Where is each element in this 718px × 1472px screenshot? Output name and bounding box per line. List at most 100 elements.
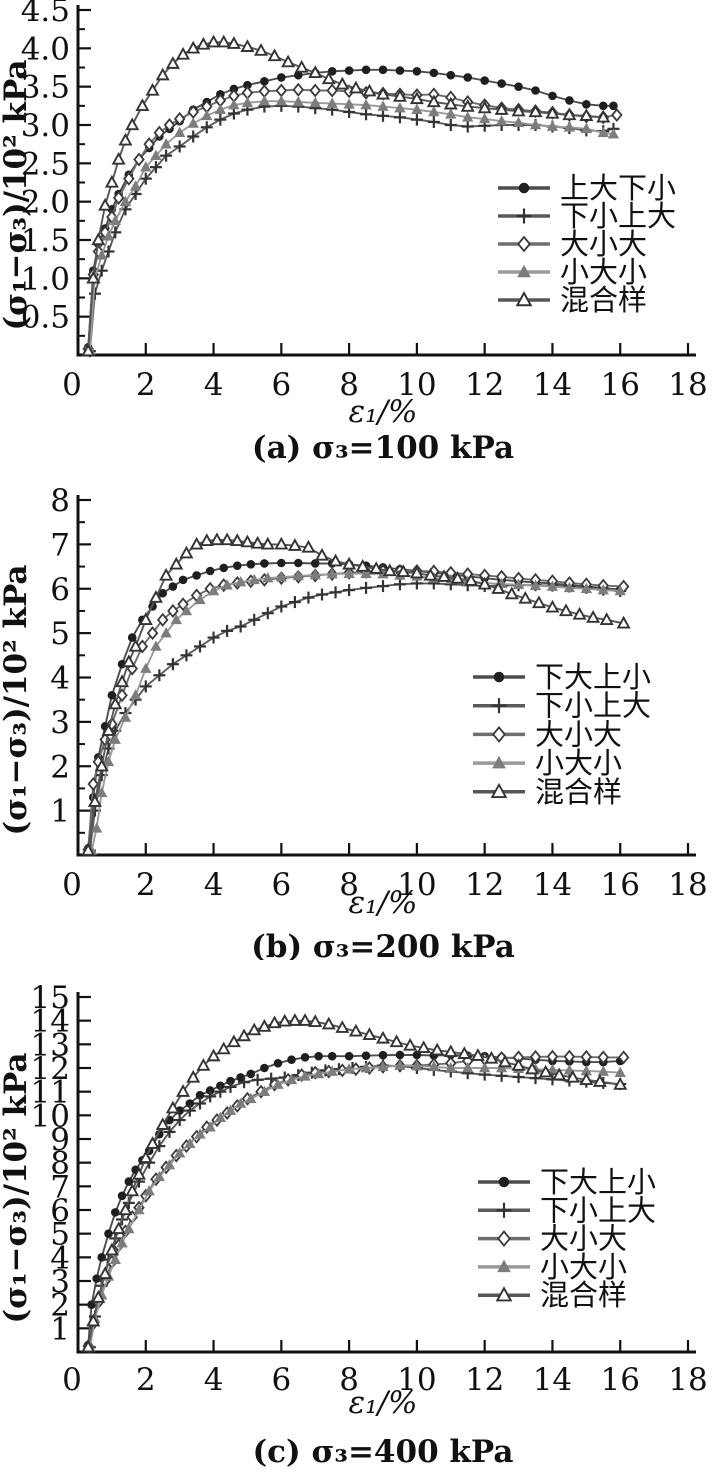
marker-circle (287, 1055, 296, 1065)
legend-entry: 小大小 (478, 1250, 627, 1284)
marker-triangle-open (240, 534, 255, 548)
series-line (88, 100, 614, 351)
marker-triangle-open (497, 1054, 513, 1068)
marker-triangle-filled (445, 108, 457, 119)
marker-triangle-filled (109, 1253, 121, 1264)
marker-triangle-open (148, 590, 163, 603)
y-tick-label: 13 (31, 1027, 70, 1063)
y-tick-label: 12 (31, 1051, 70, 1087)
marker-triangle-open (599, 612, 614, 625)
marker-triangle-open (189, 536, 204, 550)
marker-triangle-open (443, 1044, 458, 1058)
marker-triangle-open (375, 1030, 391, 1044)
marker-triangle-filled (245, 1092, 257, 1104)
marker-triangle-open (199, 533, 214, 546)
legend-entry: 下大上小 (473, 660, 651, 694)
marker-triangle-open (335, 1020, 350, 1033)
marker-circle (395, 1050, 405, 1060)
x-tick-label: 4 (204, 1362, 224, 1398)
series-triangle-open (81, 532, 631, 856)
marker-triangle-open (504, 586, 519, 600)
legend-entry: 混合样 (473, 775, 622, 809)
marker-triangle-filled (228, 99, 240, 110)
marker-diamond (546, 1049, 559, 1064)
marker-triangle-open (294, 59, 309, 73)
marker-triangle-open (206, 1048, 221, 1062)
marker-triangle-filled (614, 584, 626, 596)
marker-triangle-open (121, 654, 136, 668)
marker-circle (310, 559, 320, 568)
marker-circle (395, 66, 405, 75)
marker-triangle-filled (194, 1128, 206, 1139)
x-tick-label: 18 (668, 1362, 707, 1398)
marker-triangle-open (98, 197, 113, 211)
legend-label: 上大下小 (560, 171, 676, 205)
marker-triangle-filled (326, 97, 338, 108)
marker-triangle-filled (119, 711, 132, 722)
marker-triangle-open (460, 99, 475, 112)
y-tick-label: 0.5 (21, 300, 70, 336)
marker-triangle-open (362, 1027, 377, 1041)
marker-triangle-open (101, 723, 116, 736)
legend-label: 大小大 (560, 227, 647, 261)
marker-triangle-open (186, 1069, 201, 1083)
x-tick-label: 14 (533, 1362, 572, 1398)
marker-triangle-open (335, 76, 350, 90)
marker-triangle-open (538, 1064, 553, 1078)
marker-triangle-open (558, 603, 574, 617)
marker-triangle-filled (411, 1060, 423, 1071)
marker-triangle-filled (597, 1065, 609, 1076)
legend-entry: 下大上小 (478, 1165, 656, 1199)
marker-triangle-open (355, 558, 370, 572)
y-axis-label: (σ₁−σ₃)/10² kPa (0, 59, 34, 330)
marker-triangle-open (613, 1076, 628, 1090)
marker-triangle-open (91, 1289, 106, 1303)
marker-circle (378, 1050, 388, 1060)
marker-triangle-open (281, 54, 296, 68)
marker-triangle-filled (102, 230, 115, 241)
marker-diamond (529, 1049, 542, 1064)
marker-triangle-filled (201, 109, 213, 121)
marker-diamond (517, 235, 531, 253)
marker-diamond (153, 125, 166, 140)
marker-circle (110, 1208, 120, 1217)
y-tick-label: 6 (50, 1193, 70, 1229)
y-tick-label: 2 (50, 749, 70, 785)
marker-triangle-open (287, 538, 302, 551)
y-tick-label: 3 (50, 705, 70, 741)
y-axis-label: (σ₁−σ₃)/10² kPa (0, 1052, 34, 1323)
marker-triangle-open (436, 569, 452, 582)
marker-triangle-open (298, 1013, 313, 1026)
marker-circle (480, 76, 489, 85)
marker-circle (493, 671, 505, 683)
marker-circle (582, 100, 591, 109)
marker-circle (232, 561, 242, 570)
x-tick-label: 0 (62, 867, 82, 903)
legend-entry: 下小上大 (478, 1193, 656, 1227)
marker-diamond (133, 152, 145, 167)
marker-circle (124, 1177, 134, 1186)
marker-triangle-open (260, 536, 275, 550)
marker-triangle-filled (90, 822, 103, 833)
marker-triangle-filled (597, 584, 609, 595)
x-tick-label: 0 (62, 367, 82, 403)
legend-entry: 大小大 (498, 227, 647, 261)
y-tick-label: 3.0 (21, 108, 70, 144)
x-tick-label: 4 (204, 867, 224, 903)
marker-triangle-open (301, 539, 316, 553)
marker-triangle-open (196, 1058, 211, 1071)
marker-triangle-filled (529, 579, 542, 590)
legend-entry: 小大小 (473, 746, 622, 780)
marker-circle (361, 65, 371, 75)
marker-diamond (112, 190, 125, 205)
marker-triangle-open (138, 1150, 153, 1164)
y-tick-label: 4.0 (21, 31, 70, 67)
marker-triangle-filled (546, 580, 559, 591)
marker-triangle-filled (580, 582, 592, 594)
marker-circle (531, 86, 540, 95)
marker-triangle-open (267, 1015, 282, 1029)
marker-circle (246, 560, 256, 569)
marker-triangle-open (348, 1023, 363, 1037)
marker-triangle-open (592, 1074, 607, 1087)
